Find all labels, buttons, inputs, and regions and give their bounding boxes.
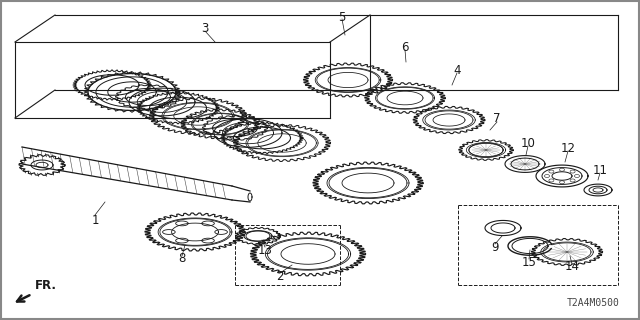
Text: 4: 4 (453, 63, 461, 76)
Text: FR.: FR. (35, 279, 57, 292)
Text: 15: 15 (522, 255, 536, 268)
Text: T2A4M0500: T2A4M0500 (567, 298, 620, 308)
Text: 7: 7 (493, 111, 500, 124)
Text: 5: 5 (339, 11, 346, 23)
Text: 9: 9 (492, 241, 499, 253)
Text: 1: 1 (92, 213, 99, 227)
Text: 11: 11 (593, 164, 607, 177)
Text: 6: 6 (401, 41, 409, 53)
Text: 2: 2 (276, 269, 284, 283)
Text: 8: 8 (179, 252, 186, 265)
Text: 14: 14 (564, 260, 579, 274)
Text: 10: 10 (520, 137, 536, 149)
Text: 3: 3 (202, 21, 209, 35)
Text: 13: 13 (257, 244, 273, 257)
Text: 12: 12 (561, 141, 575, 155)
